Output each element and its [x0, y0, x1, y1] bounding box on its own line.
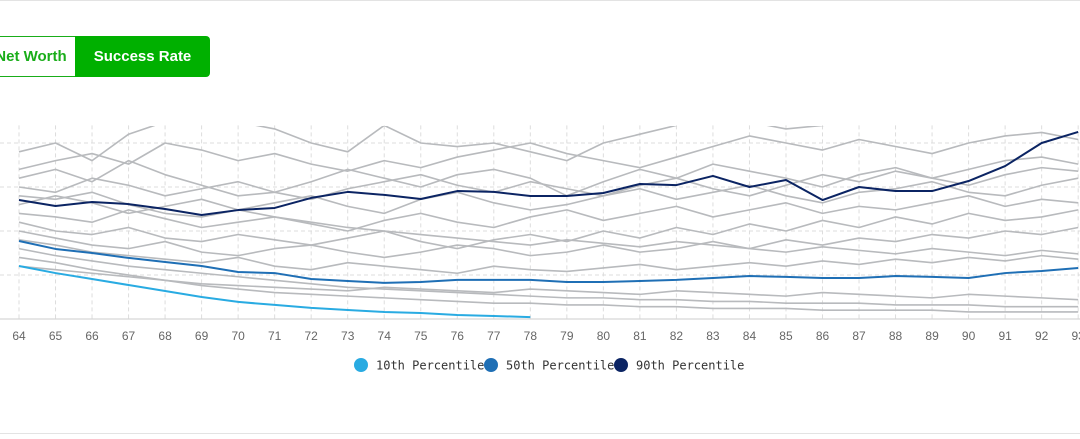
x-tick-label: 78 — [524, 329, 538, 343]
divider — [0, 433, 1080, 434]
x-tick-label: 84 — [743, 329, 757, 343]
simulation-line — [18, 247, 1079, 308]
x-tick-label: 66 — [85, 329, 99, 343]
simulation-line — [18, 177, 1079, 218]
percentile-line — [18, 265, 531, 319]
simulation-line — [18, 166, 1079, 201]
x-tick-label: 71 — [268, 329, 282, 343]
x-tick-label: 83 — [706, 329, 720, 343]
x-tick-label: 70 — [231, 329, 245, 343]
x-tick-label: 76 — [451, 329, 465, 343]
x-tick-label: 81 — [633, 329, 647, 343]
x-tick-label: 75 — [414, 329, 428, 343]
x-tick-label: 80 — [597, 329, 611, 343]
simulation-line — [18, 226, 1079, 259]
x-tick-label: 77 — [487, 329, 501, 343]
simulation-line — [18, 195, 1079, 257]
x-tick-label: 93 — [1071, 329, 1080, 343]
x-tick-label: 65 — [49, 329, 63, 343]
x-tick-label: 86 — [816, 329, 830, 343]
x-tick-label: 91 — [998, 329, 1012, 343]
percentile-line — [18, 240, 1079, 284]
simulation-line — [18, 209, 1079, 250]
simulation-line — [18, 239, 1079, 275]
legend-label: 50th Percentile — [506, 359, 614, 373]
x-tick-label: 73 — [341, 329, 355, 343]
simulation-line — [18, 126, 825, 162]
x-tick-label: 74 — [378, 329, 392, 343]
chart: 64 65 66 67 68 69 70 71 72 73 74 75 76 77 78 79 80 81 82 83… — [0, 125, 1080, 373]
simulation-line — [18, 131, 1079, 172]
x-tick-label: 89 — [925, 329, 939, 343]
net-worth-button[interactable]: Net Worth — [0, 36, 75, 77]
success-rate-button[interactable]: Success Rate — [75, 36, 210, 77]
x-tick-label: 85 — [779, 329, 793, 343]
x-tick-label: 88 — [889, 329, 903, 343]
x-tick-label: 67 — [122, 329, 136, 343]
legend-swatch — [354, 358, 368, 372]
simulation-line — [18, 156, 1079, 197]
x-tick-label: 69 — [195, 329, 209, 343]
x-tick-label: 92 — [1035, 329, 1049, 343]
legend-label: 90th Percentile — [636, 359, 744, 373]
x-tick-label: 82 — [670, 329, 684, 343]
legend-label: 10th Percentile — [376, 359, 484, 373]
x-tick-label: 90 — [962, 329, 976, 343]
percentile-line — [18, 130, 1079, 216]
x-tick-label: 87 — [852, 329, 866, 343]
simulation-line — [18, 256, 1079, 313]
legend-swatch — [614, 358, 628, 372]
simulation-line — [18, 195, 1079, 232]
x-tick-label: 72 — [305, 329, 319, 343]
x-tick-label: 68 — [158, 329, 172, 343]
x-tick-label: 79 — [560, 329, 574, 343]
simulation-line — [18, 265, 1079, 301]
legend-swatch — [484, 358, 498, 372]
x-tick-label: 64 — [12, 329, 26, 343]
